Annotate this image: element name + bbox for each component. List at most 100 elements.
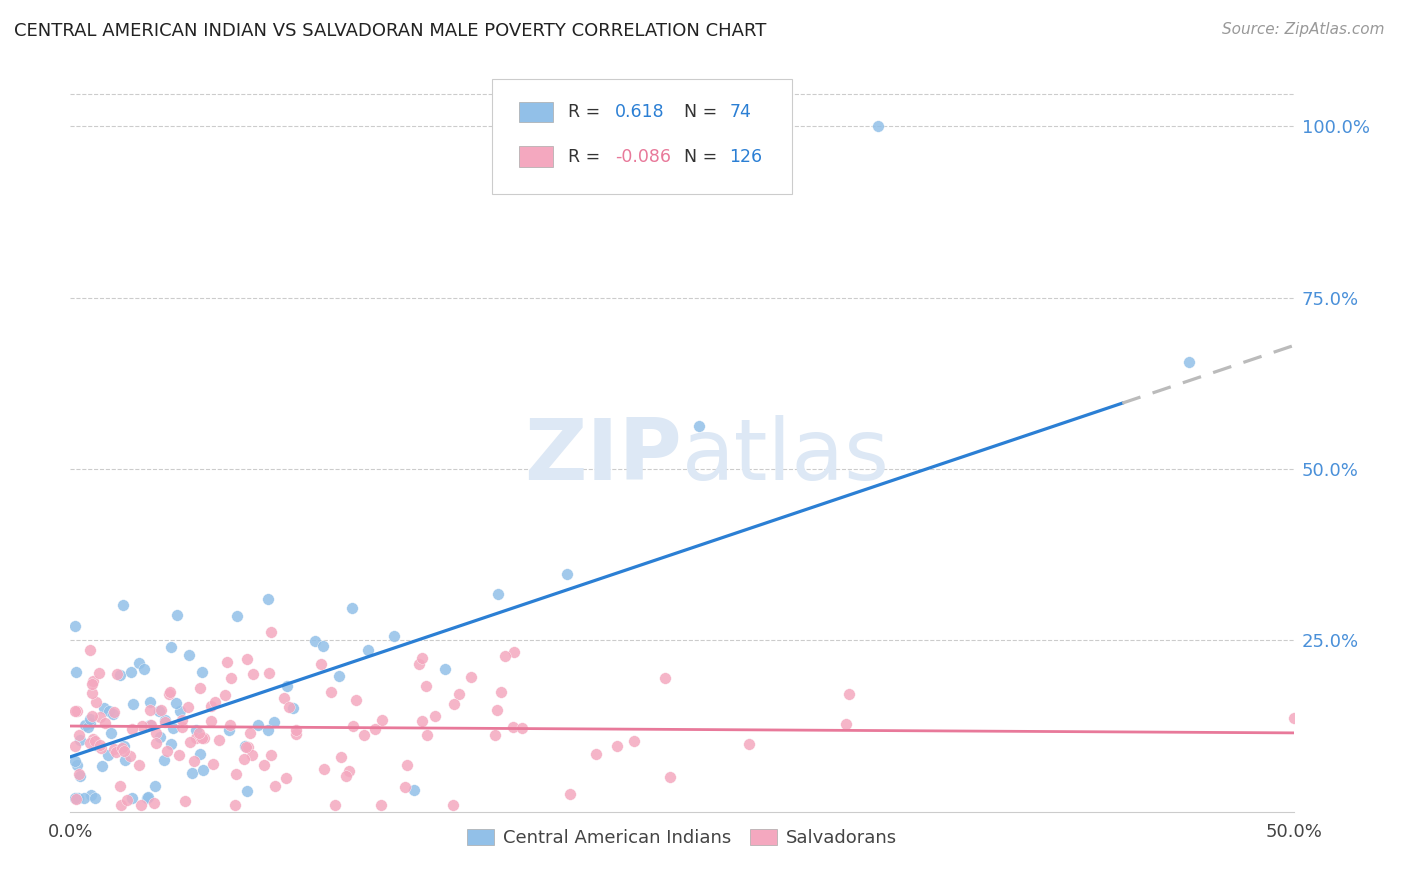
Point <box>415 679 437 693</box>
Text: R =: R = <box>568 103 606 121</box>
Point <box>159 737 181 751</box>
Point <box>143 779 166 793</box>
Point <box>235 783 257 797</box>
Point <box>658 770 681 784</box>
Point <box>328 669 350 683</box>
Point <box>169 704 191 718</box>
Point <box>585 747 607 762</box>
Point <box>82 709 104 723</box>
Text: 0.618: 0.618 <box>614 103 664 121</box>
Point <box>82 677 104 691</box>
Point <box>404 783 426 797</box>
Point <box>121 791 143 805</box>
Point <box>449 687 471 701</box>
Point <box>226 608 249 623</box>
Point <box>83 734 105 748</box>
Point <box>170 713 193 727</box>
Point <box>443 697 465 711</box>
Point <box>253 757 276 772</box>
Point <box>65 792 87 806</box>
Point <box>179 734 201 748</box>
Point <box>157 687 180 701</box>
Point <box>219 671 242 685</box>
Point <box>225 767 247 781</box>
Point <box>86 739 108 753</box>
Point <box>340 600 363 615</box>
Point <box>82 673 104 688</box>
Point <box>263 714 285 729</box>
Point <box>259 625 281 640</box>
Point <box>94 715 117 730</box>
Point <box>172 720 194 734</box>
Point <box>606 739 628 753</box>
Point <box>136 790 159 805</box>
Point <box>273 691 295 706</box>
Point <box>394 780 416 794</box>
Point <box>148 705 170 719</box>
Point <box>214 688 236 702</box>
Text: ZIP: ZIP <box>524 415 682 498</box>
Bar <box>519 146 554 167</box>
Legend: Central American Indians, Salvadorans: Central American Indians, Salvadorans <box>460 822 904 855</box>
Point <box>90 741 112 756</box>
Point <box>201 756 224 771</box>
Point <box>103 742 125 756</box>
Point <box>281 701 304 715</box>
Point <box>242 666 264 681</box>
Point <box>79 712 101 726</box>
Point <box>186 723 208 737</box>
Point <box>256 592 278 607</box>
Point <box>165 697 187 711</box>
Point <box>114 753 136 767</box>
Point <box>112 744 135 758</box>
Point <box>77 720 100 734</box>
Point <box>284 723 307 737</box>
Point <box>112 739 135 753</box>
Text: N =: N = <box>685 103 723 121</box>
Point <box>224 797 246 812</box>
Point <box>63 704 86 718</box>
Point <box>177 648 200 662</box>
Point <box>312 639 335 653</box>
Point <box>65 754 87 768</box>
Point <box>274 771 297 785</box>
Point <box>188 726 211 740</box>
Point <box>434 663 457 677</box>
Point <box>257 723 280 737</box>
Point <box>866 119 889 133</box>
Point <box>330 749 353 764</box>
Point <box>838 687 860 701</box>
Bar <box>519 102 554 122</box>
Point <box>370 713 392 727</box>
Point <box>121 697 143 711</box>
Point <box>311 657 333 671</box>
Point <box>246 717 269 731</box>
Point <box>204 694 226 708</box>
Point <box>110 797 132 812</box>
Point <box>128 758 150 772</box>
Point <box>177 699 200 714</box>
Point <box>105 667 128 681</box>
Point <box>218 723 240 737</box>
Point <box>82 732 104 747</box>
Text: 126: 126 <box>730 147 762 166</box>
Point <box>485 703 508 717</box>
Point <box>120 665 142 680</box>
Point <box>218 718 240 732</box>
Point <box>188 747 211 761</box>
Point <box>160 640 183 654</box>
Point <box>103 705 125 719</box>
Point <box>382 629 405 643</box>
Point <box>396 758 419 772</box>
Point <box>79 789 101 803</box>
Point <box>208 732 231 747</box>
Point <box>79 642 101 657</box>
Point <box>159 685 181 699</box>
Point <box>411 714 433 729</box>
Point <box>484 728 506 742</box>
Point <box>240 747 263 762</box>
Point <box>835 717 858 731</box>
Point <box>411 650 433 665</box>
Point <box>191 763 214 777</box>
Point <box>65 665 87 680</box>
